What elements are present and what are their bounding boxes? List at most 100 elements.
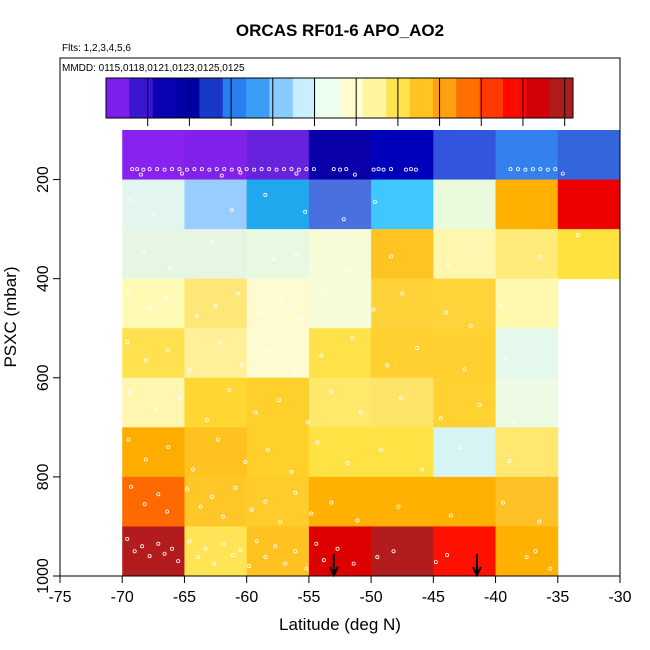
observation-point [166, 348, 171, 353]
observation-point [209, 494, 214, 499]
heatmap-cell [371, 328, 434, 379]
observation-point [344, 167, 349, 172]
observation-point [438, 416, 443, 421]
colorbar-swatch [549, 78, 574, 118]
observation-point [303, 209, 308, 214]
heatmap-cell [371, 130, 434, 181]
observation-point [229, 208, 234, 213]
observation-point [273, 544, 278, 549]
observation-point [329, 389, 334, 394]
observation-point [143, 358, 148, 363]
observation-point [515, 167, 520, 172]
observation-point [141, 167, 146, 172]
heatmap-cell [557, 130, 621, 181]
observation-point [176, 559, 181, 564]
observation-point [162, 167, 167, 172]
observation-point [212, 561, 217, 566]
observation-point [293, 490, 298, 495]
heatmap-cell [371, 229, 434, 280]
dates-label: MMDD: 0115,0118,0121,0123,0125,0125 [62, 63, 245, 74]
heatmap-cell [184, 427, 248, 478]
observation-point [263, 499, 268, 504]
observation-point [230, 553, 235, 558]
observation-point [371, 307, 376, 312]
observation-point [221, 514, 226, 519]
heatmap-cell [184, 328, 248, 379]
observation-point [477, 403, 482, 408]
observation-point [372, 199, 377, 204]
observation-point [458, 445, 463, 450]
heatmap-cell [557, 179, 621, 230]
observation-point [398, 395, 403, 400]
heatmap-cell [122, 229, 185, 280]
x-tick-label: -35 [546, 589, 569, 606]
observation-point [203, 546, 208, 551]
observation-point [235, 291, 240, 296]
observation-point [138, 172, 143, 177]
observation-point [371, 167, 376, 172]
observation-point [575, 233, 580, 238]
observation-point [214, 167, 219, 172]
observation-point [396, 504, 401, 509]
observation-point [227, 388, 232, 393]
heatmap-cell [308, 328, 372, 379]
chart-title: ORCAS RF01-6 APO_AO2 [236, 21, 444, 40]
observation-point [207, 167, 212, 172]
observation-point [169, 167, 174, 172]
flights-label: Flts: 1,2,3,4,5,6 [62, 43, 131, 54]
observation-point [247, 564, 252, 569]
observation-point [199, 167, 204, 172]
observation-point [177, 167, 182, 172]
x-tick-label: -50 [360, 589, 383, 606]
observation-point [315, 440, 320, 445]
observation-point [389, 254, 394, 259]
heatmap-cell [122, 526, 185, 577]
heatmap-cell [122, 179, 185, 230]
observation-point [132, 549, 137, 554]
heatmap-cell [308, 179, 372, 230]
x-tick-label: -40 [484, 589, 507, 606]
heatmap-cell [308, 476, 372, 527]
observation-point [291, 370, 296, 375]
observation-point [293, 549, 298, 554]
heatmap-cell [184, 179, 248, 230]
observation-point [337, 167, 342, 172]
heatmap-cell [308, 130, 372, 181]
observation-point [319, 353, 324, 358]
observation-point [155, 167, 160, 172]
heatmap-cell [246, 179, 310, 230]
y-tick-label: 800 [35, 463, 52, 490]
observation-point [462, 367, 467, 372]
heatmap-cell [371, 179, 434, 230]
observation-point [135, 167, 140, 172]
y-tick-label: 600 [35, 364, 52, 391]
observation-point [143, 457, 148, 462]
observation-point [196, 555, 201, 560]
observation-point [237, 167, 242, 172]
heatmap-cell [433, 328, 497, 379]
observation-point [537, 519, 542, 524]
observation-point [184, 487, 189, 492]
observation-point [321, 558, 326, 563]
heatmap-cell [184, 377, 248, 428]
observation-point [125, 340, 130, 345]
colorbar-swatch [456, 78, 481, 118]
observation-point [218, 340, 223, 345]
colorbar-swatch [526, 78, 551, 118]
observation-point [420, 467, 425, 472]
heatmap-cell [308, 427, 372, 478]
observation-point [329, 500, 334, 505]
observation-point [294, 252, 299, 257]
heatmap-cell [184, 130, 248, 181]
observation-point [147, 167, 152, 172]
heatmap-cell [122, 427, 185, 478]
observation-point [294, 171, 299, 176]
observation-point [257, 311, 262, 316]
observation-point [537, 254, 542, 259]
x-tick-label: -55 [297, 589, 320, 606]
observation-point [243, 460, 248, 465]
observation-point [299, 316, 304, 321]
colorbar-swatch [222, 78, 247, 118]
observation-point [140, 544, 145, 549]
observation-point [375, 555, 380, 560]
